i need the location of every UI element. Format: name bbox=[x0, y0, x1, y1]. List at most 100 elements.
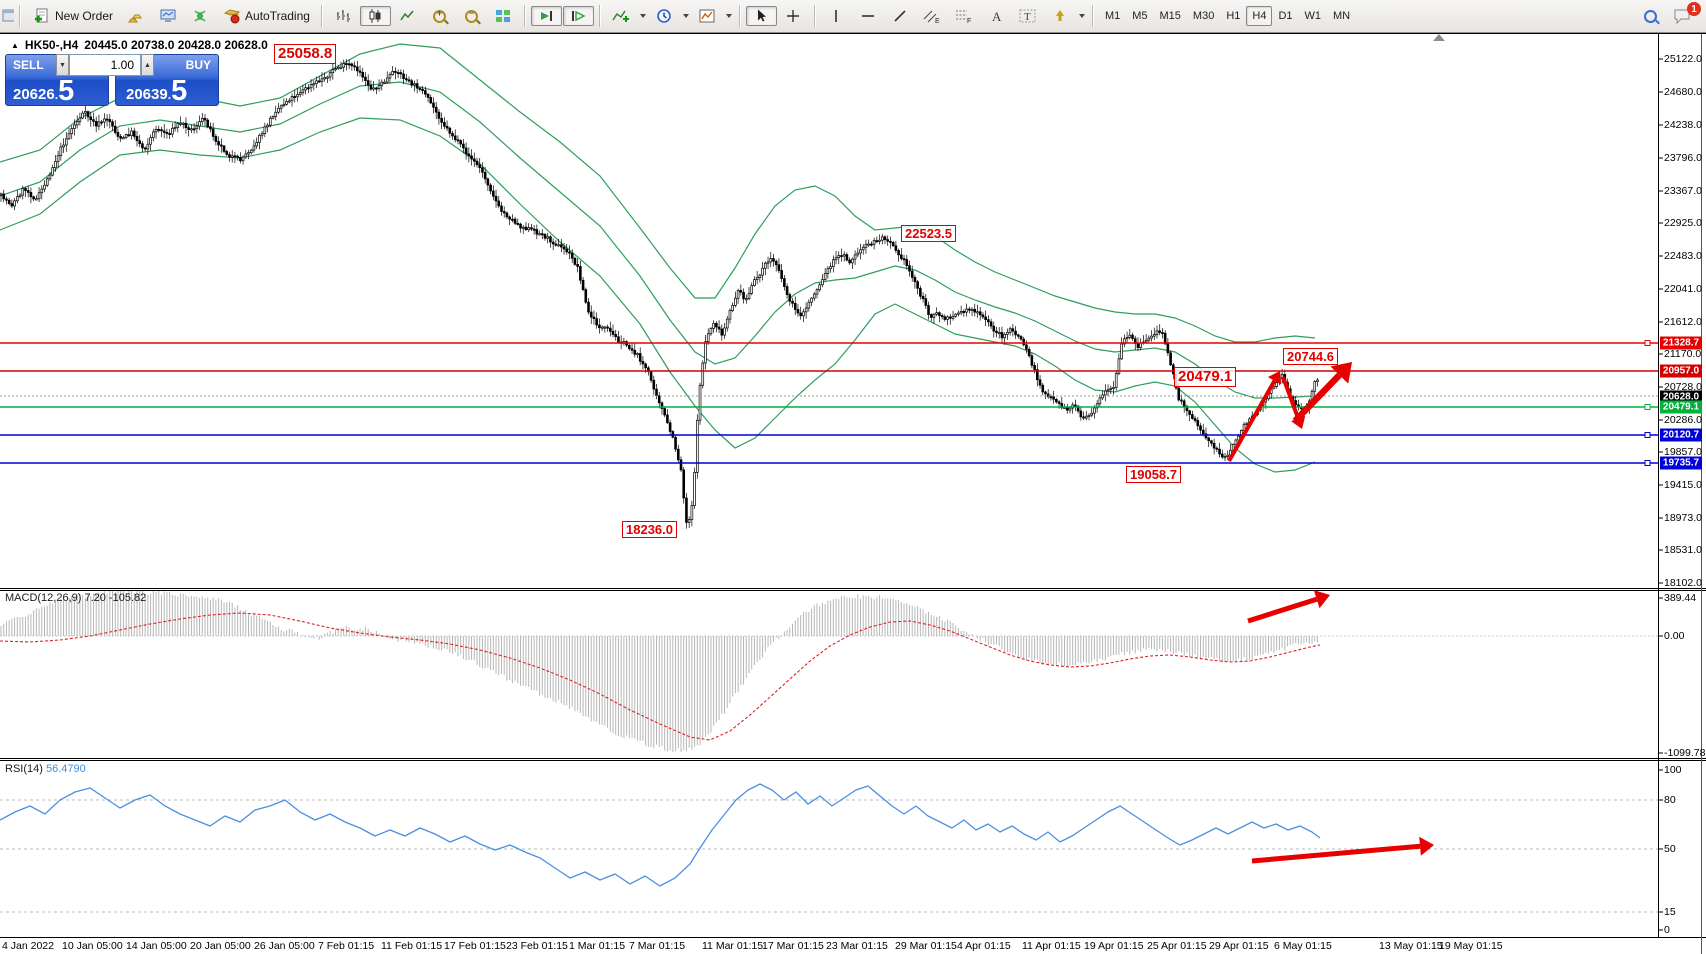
collapse-arrow-icon[interactable]: ▲ bbox=[11, 40, 19, 50]
macd-label-text: MACD(12,26,9) 7.20 -105.82 bbox=[5, 592, 147, 604]
date-axis-label: 7 Mar 01:15 bbox=[629, 940, 686, 952]
price-callout[interactable]: 20479.1 bbox=[1174, 367, 1237, 387]
volume-decrease-button[interactable]: ▼ bbox=[56, 54, 69, 76]
price-callout[interactable]: 18236.0 bbox=[622, 521, 677, 539]
periods-clock-button[interactable] bbox=[649, 6, 680, 26]
timeframe-button-M30[interactable]: M30 bbox=[1192, 10, 1215, 22]
horizontal-line-button[interactable] bbox=[853, 6, 884, 26]
timeframe-button-M15[interactable]: M15 bbox=[1159, 10, 1181, 22]
chart-window-icon[interactable] bbox=[2, 7, 14, 25]
sell-price-dot: . bbox=[54, 88, 59, 103]
annotation-arrow bbox=[1247, 590, 1330, 624]
date-axis-label: 7 Feb 01:15 bbox=[318, 940, 375, 952]
rsi-line bbox=[0, 783, 1321, 887]
timeframe-button-M5[interactable]: M5 bbox=[1132, 10, 1148, 22]
timeframe-button-MN[interactable]: MN bbox=[1333, 10, 1351, 22]
trendline-button[interactable] bbox=[885, 6, 916, 26]
price-line-badge: 20479.1 bbox=[1660, 400, 1702, 414]
crosshair-button[interactable] bbox=[778, 6, 809, 26]
timeframe-button-H1[interactable]: H1 bbox=[1226, 10, 1241, 22]
svg-text:A: A bbox=[992, 9, 1002, 24]
rsi-label-text: RSI(14) bbox=[5, 763, 43, 775]
gold-icon[interactable] bbox=[120, 6, 151, 26]
macd-signal-line bbox=[0, 612, 1321, 741]
zoom-in-button[interactable]: + bbox=[424, 6, 455, 26]
bar-chart-button[interactable] bbox=[328, 6, 359, 26]
candlestick-chart-button[interactable] bbox=[359, 6, 391, 26]
macd-indicator-label: MACD(12,26,9) 7.20 -105.82 bbox=[5, 592, 146, 604]
toolbar-separator bbox=[598, 5, 601, 27]
svg-text:E: E bbox=[935, 18, 940, 24]
price-line-badge: 20120.7 bbox=[1660, 428, 1702, 442]
date-axis-label: 11 Apr 01:15 bbox=[1022, 940, 1081, 952]
line-chart-button[interactable] bbox=[392, 6, 423, 26]
price-tick-label: 24680.0 bbox=[1664, 86, 1702, 98]
template-dropdown-caret[interactable] bbox=[725, 14, 732, 18]
date-axis-label: 17 Feb 01:15 bbox=[444, 940, 506, 952]
text-button[interactable]: A bbox=[981, 6, 1012, 26]
indicators-button[interactable] bbox=[606, 6, 637, 26]
cursor-button[interactable] bbox=[745, 6, 777, 26]
indicators-dropdown-caret[interactable] bbox=[639, 14, 646, 18]
rsi-axis-label: 80 bbox=[1664, 794, 1676, 806]
toolbar-separator bbox=[738, 5, 741, 27]
arrows-dropdown-caret[interactable] bbox=[1078, 14, 1085, 18]
template-button[interactable] bbox=[692, 6, 723, 26]
chat-icon[interactable]: 1 bbox=[1667, 2, 1701, 26]
bollinger-bands bbox=[0, 43, 1316, 473]
buy-price-big-digit: 5 bbox=[171, 75, 188, 108]
price-callout[interactable]: 20744.6 bbox=[1283, 348, 1338, 366]
tile-windows-button[interactable] bbox=[488, 6, 519, 26]
text-label-button[interactable]: T bbox=[1013, 6, 1044, 26]
price-tick-label: 21170.0 bbox=[1664, 348, 1702, 360]
date-axis-label: 17 Mar 01:15 bbox=[762, 940, 824, 952]
volume-increase-button[interactable]: ▲ bbox=[141, 54, 154, 76]
price-callout[interactable]: 19058.7 bbox=[1126, 466, 1181, 484]
annotation-arrow bbox=[1281, 376, 1306, 429]
date-axis-label: 29 Apr 01:15 bbox=[1209, 940, 1269, 952]
autotrading-button[interactable]: AutoTrading bbox=[216, 4, 316, 28]
timeframe-button-W1[interactable]: W1 bbox=[1304, 10, 1322, 22]
horizontal-level-lines[interactable] bbox=[0, 340, 1658, 466]
timeframe-toolbar: M1 M5 M15 M30 H1 H4 D1 W1 MN bbox=[1099, 6, 1356, 26]
signal-icon[interactable] bbox=[184, 6, 215, 26]
timeframe-button-D1[interactable]: D1 bbox=[1278, 10, 1293, 22]
toolbar-separator bbox=[523, 5, 526, 27]
arrows-button[interactable] bbox=[1045, 6, 1076, 26]
chart-shift-marker[interactable] bbox=[1433, 34, 1445, 41]
channel-button[interactable]: E bbox=[917, 6, 948, 26]
timeframe-button-H4[interactable]: H4 bbox=[1246, 6, 1273, 26]
price-tick-label: 22041.0 bbox=[1664, 283, 1702, 295]
search-icon[interactable] bbox=[1635, 6, 1666, 26]
chart-shift-button[interactable] bbox=[562, 6, 594, 26]
date-axis-label: 19 May 01:15 bbox=[1439, 940, 1503, 952]
fibonacci-button[interactable]: F bbox=[949, 6, 980, 26]
macd-indicator bbox=[0, 591, 1658, 753]
toolbar-separator bbox=[1091, 5, 1094, 27]
volume-input[interactable]: 1.00 bbox=[69, 54, 141, 76]
buy-price: 20639 . 5 bbox=[126, 75, 188, 108]
timeframe-button-M1[interactable]: M1 bbox=[1104, 10, 1121, 22]
rsi-axis-label: 100 bbox=[1664, 764, 1682, 776]
new-order-button[interactable]: New Order bbox=[26, 4, 119, 28]
price-callout[interactable]: 22523.5 bbox=[901, 225, 956, 243]
date-axis-label: 11 Mar 01:15 bbox=[702, 940, 764, 952]
auto-scroll-button[interactable] bbox=[530, 6, 562, 26]
zoom-in-icon: + bbox=[432, 8, 446, 23]
volume-control: ▼ 1.00 ▲ bbox=[56, 54, 154, 76]
toolbar-separator bbox=[19, 5, 21, 27]
periods-dropdown-caret[interactable] bbox=[682, 14, 689, 18]
price-line-badge: 20957.0 bbox=[1660, 364, 1702, 378]
annotation-arrow bbox=[1251, 836, 1434, 864]
toolbar-separator bbox=[813, 5, 816, 27]
zoom-out-button[interactable]: − bbox=[456, 6, 487, 26]
price-callout[interactable]: 25058.8 bbox=[274, 44, 337, 64]
terminal-icon[interactable] bbox=[152, 6, 183, 26]
price-tick-label: 21612.0 bbox=[1664, 316, 1702, 328]
vertical-line-button[interactable] bbox=[821, 6, 852, 26]
date-axis-label: 4 Jan 2022 bbox=[2, 940, 54, 952]
price-tick-label: 23367.0 bbox=[1664, 185, 1702, 197]
date-axis-label: 10 Jan 05:00 bbox=[62, 940, 123, 952]
date-axis-label: 29 Mar 01:15 bbox=[895, 940, 957, 952]
